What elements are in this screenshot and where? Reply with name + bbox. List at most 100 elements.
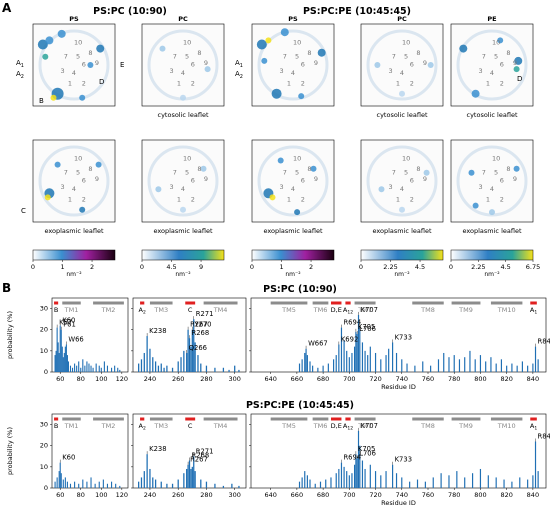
helix-number: 9	[95, 59, 99, 67]
bar	[200, 363, 202, 372]
bar	[194, 471, 196, 488]
bar	[55, 350, 57, 372]
bar	[92, 367, 94, 372]
residue-label: R267	[190, 321, 208, 329]
x-tick-label: 740	[396, 491, 408, 499]
binding-site-segment	[345, 301, 351, 305]
colorbars: 0 1 2nm⁻²0 4.5 9nm⁻²0 1 2nm⁻²0 2.25 4.5nm⁻²0 2.25…	[31, 249, 540, 278]
helix-number: 1	[68, 196, 72, 204]
helix-number: 3	[279, 67, 283, 75]
binding-site-label: A2	[235, 70, 243, 80]
helix-number: 10	[74, 155, 82, 163]
bar	[364, 350, 366, 372]
bar	[193, 319, 195, 372]
bar	[380, 475, 382, 488]
density-blob	[423, 169, 430, 176]
map-title: PS	[69, 15, 79, 23]
x-axis-label: Residue ID	[381, 499, 416, 507]
colorbar-gradient	[141, 249, 225, 261]
helix-number: 1	[177, 80, 181, 88]
bar-chart-row: probability (%) 0 10 20 30 60 80 100 120 B TM1 TM2 K…	[6, 297, 550, 391]
helix-number: 8	[197, 165, 201, 173]
tm-segment	[270, 301, 308, 305]
colorbar-gradient	[360, 249, 444, 261]
binding-site-segment	[185, 301, 196, 305]
helix-number: 7	[482, 168, 486, 176]
protein-ring	[147, 145, 219, 217]
density-blob	[180, 206, 186, 213]
topology-label: TM10	[497, 306, 516, 314]
helix-number: 7	[173, 168, 177, 176]
bar	[309, 361, 311, 372]
colorbar-tick-label: 1	[279, 263, 283, 271]
topology-label: TM1	[64, 306, 79, 314]
residue-label: K60	[62, 316, 75, 324]
colorbar-tick-label: 0	[359, 263, 363, 271]
bar	[186, 468, 188, 488]
panel-label-b: B	[2, 281, 11, 295]
density-map: 10 7 5 89 6 3 41 2 exoplasmic leaflet	[450, 139, 534, 235]
map-title: PE	[487, 15, 496, 23]
bar	[190, 346, 192, 372]
topology-label: A1	[530, 422, 537, 432]
bar	[171, 483, 174, 488]
x-tick-label: 700	[343, 491, 355, 499]
topology-label: A12	[343, 306, 353, 316]
topology-label: TM9	[458, 422, 473, 430]
helix-number: 2	[82, 196, 86, 204]
helix-number: 7	[173, 52, 177, 60]
bar	[231, 483, 233, 488]
residue-label: K707	[361, 422, 378, 430]
helix-number: 1	[287, 80, 291, 88]
bar	[369, 464, 371, 488]
colorbar-tick-label: 1	[60, 263, 64, 271]
topology-label: TM8	[420, 306, 435, 314]
x-tick-label: 680	[317, 375, 329, 383]
bar	[322, 365, 324, 372]
y-tick-label: 10	[40, 347, 48, 355]
colorbar-tick-label: 2.25	[383, 263, 397, 271]
topology-label: TM4	[213, 422, 228, 430]
bar	[56, 327, 58, 372]
helix-number: 5	[76, 52, 80, 60]
density-blob	[317, 48, 326, 57]
helix-number: 7	[283, 52, 287, 60]
bar	[183, 473, 185, 488]
bar	[516, 365, 518, 372]
density-map: PC 10 7 5 89 6 3 41 2 cytosolic leaflet	[141, 15, 225, 119]
x-axis-label: Residue ID	[381, 383, 416, 391]
x-tick-label: 780	[448, 375, 460, 383]
helix-number: 5	[404, 168, 408, 176]
bar	[190, 468, 192, 488]
bar	[193, 456, 195, 488]
helix-number: 3	[169, 67, 173, 75]
bar	[82, 359, 84, 372]
leaflet-caption: exoplasmic leaflet	[462, 227, 521, 235]
helix-number: 5	[185, 52, 189, 60]
bar	[306, 475, 308, 488]
bar	[65, 344, 67, 372]
y-tick-label: 30	[40, 421, 48, 429]
bar	[61, 346, 63, 372]
bar	[314, 483, 316, 488]
map-frame	[450, 139, 534, 223]
bar	[154, 361, 157, 372]
bar	[191, 466, 193, 488]
leaflet-caption: cytosolic leaflet	[377, 111, 428, 119]
bar-chart-row: probability (%) 0 10 20 30 60 80 100 120 B TM1 TM2 K…	[6, 413, 550, 507]
helix-number: 10	[183, 155, 191, 163]
bar	[351, 473, 353, 488]
helix-number: 7	[283, 168, 287, 176]
helix-number: 10	[492, 155, 500, 163]
map-frame	[32, 23, 116, 107]
tm-segment	[412, 301, 444, 305]
bar	[143, 471, 145, 488]
colorbar-tick-label: 2.25	[471, 263, 485, 271]
bar	[62, 479, 64, 488]
group-title-ps-pc: PS:PC (10:90)	[93, 6, 167, 17]
bar	[119, 369, 121, 372]
bar	[191, 329, 193, 372]
bar	[188, 338, 191, 372]
bar	[357, 430, 360, 488]
bar	[149, 468, 151, 488]
